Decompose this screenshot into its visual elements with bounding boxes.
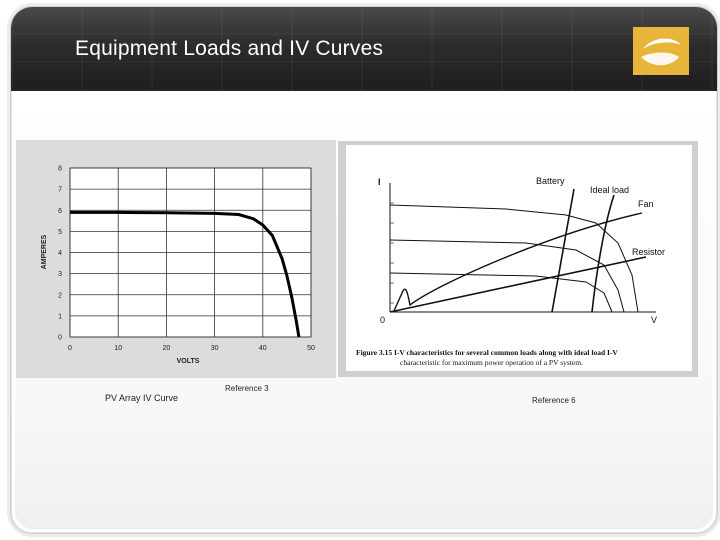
figure-caption-line2: characteristic for maximum power operati… [400, 358, 583, 367]
y-tick-label: 5 [58, 229, 62, 236]
reference-6-label: Reference 6 [532, 396, 576, 405]
pv-curve-mid [389, 239, 625, 313]
battery-load-line [551, 188, 575, 313]
reference-3-label: Reference 3 [225, 384, 269, 393]
pv-array-iv-chart: 0 10 20 30 40 50 0 1 2 3 4 5 6 7 8 VOLTS AMPERES [16, 140, 336, 378]
iv-curve-line [70, 210, 301, 338]
origin-label: 0 [380, 315, 385, 325]
y-tick-label: 0 [58, 335, 62, 342]
resistor-label: Resistor [632, 247, 665, 257]
resistor-load-line [389, 256, 647, 313]
x-tick-label: 30 [211, 345, 219, 352]
y-tick-label: 6 [58, 208, 62, 215]
fan-load-curve [393, 212, 643, 312]
x-tick-label: 50 [307, 345, 315, 352]
pv-array-iv-chart-svg: 0 10 20 30 40 50 0 1 2 3 4 5 6 7 8 VOLTS AMPERES [41, 166, 315, 366]
header-background-pattern [11, 7, 717, 91]
ideal-load-label: Ideal load [590, 185, 629, 195]
y-tick-label: 7 [58, 187, 62, 194]
y-tick-label: 4 [58, 250, 62, 257]
x-tick-label: 0 [68, 345, 72, 352]
slide-header: Equipment Loads and IV Curves [11, 7, 717, 91]
x-tick-label: 40 [259, 345, 267, 352]
y-tick-label: 3 [58, 271, 62, 278]
slide-title: Equipment Loads and IV Curves [75, 37, 384, 60]
x-axis-label: VOLTS [177, 358, 200, 365]
pv-curve-low [389, 272, 613, 313]
voltage-axis-label: V [651, 315, 657, 325]
load-iv-characteristics-svg: I 0 V Battery Ideal load Fan Resistor Fi… [356, 176, 665, 367]
x-tick-label: 10 [114, 345, 122, 352]
ideal-load-line [591, 194, 615, 313]
battery-label: Battery [536, 176, 565, 186]
axis-ticks [390, 202, 394, 304]
fan-label: Fan [638, 199, 654, 209]
y-tick-label: 1 [58, 313, 62, 320]
pv-curve-high [389, 204, 639, 313]
y-tick-label: 8 [58, 166, 62, 173]
y-axis-label: AMPERES [41, 234, 48, 269]
y-tick-label: 2 [58, 292, 62, 299]
current-axis-label: I [378, 177, 381, 187]
company-logo [633, 27, 689, 75]
x-tick-label: 20 [163, 345, 171, 352]
figure-caption-line1: Figure 3.15 I-V characteristics for seve… [356, 348, 618, 357]
load-iv-characteristics-figure: I 0 V Battery Ideal load Fan Resistor Fi… [338, 141, 698, 377]
figure-panel: I 0 V Battery Ideal load Fan Resistor Fi… [346, 145, 692, 371]
pv-array-caption: PV Array IV Curve [105, 393, 179, 403]
